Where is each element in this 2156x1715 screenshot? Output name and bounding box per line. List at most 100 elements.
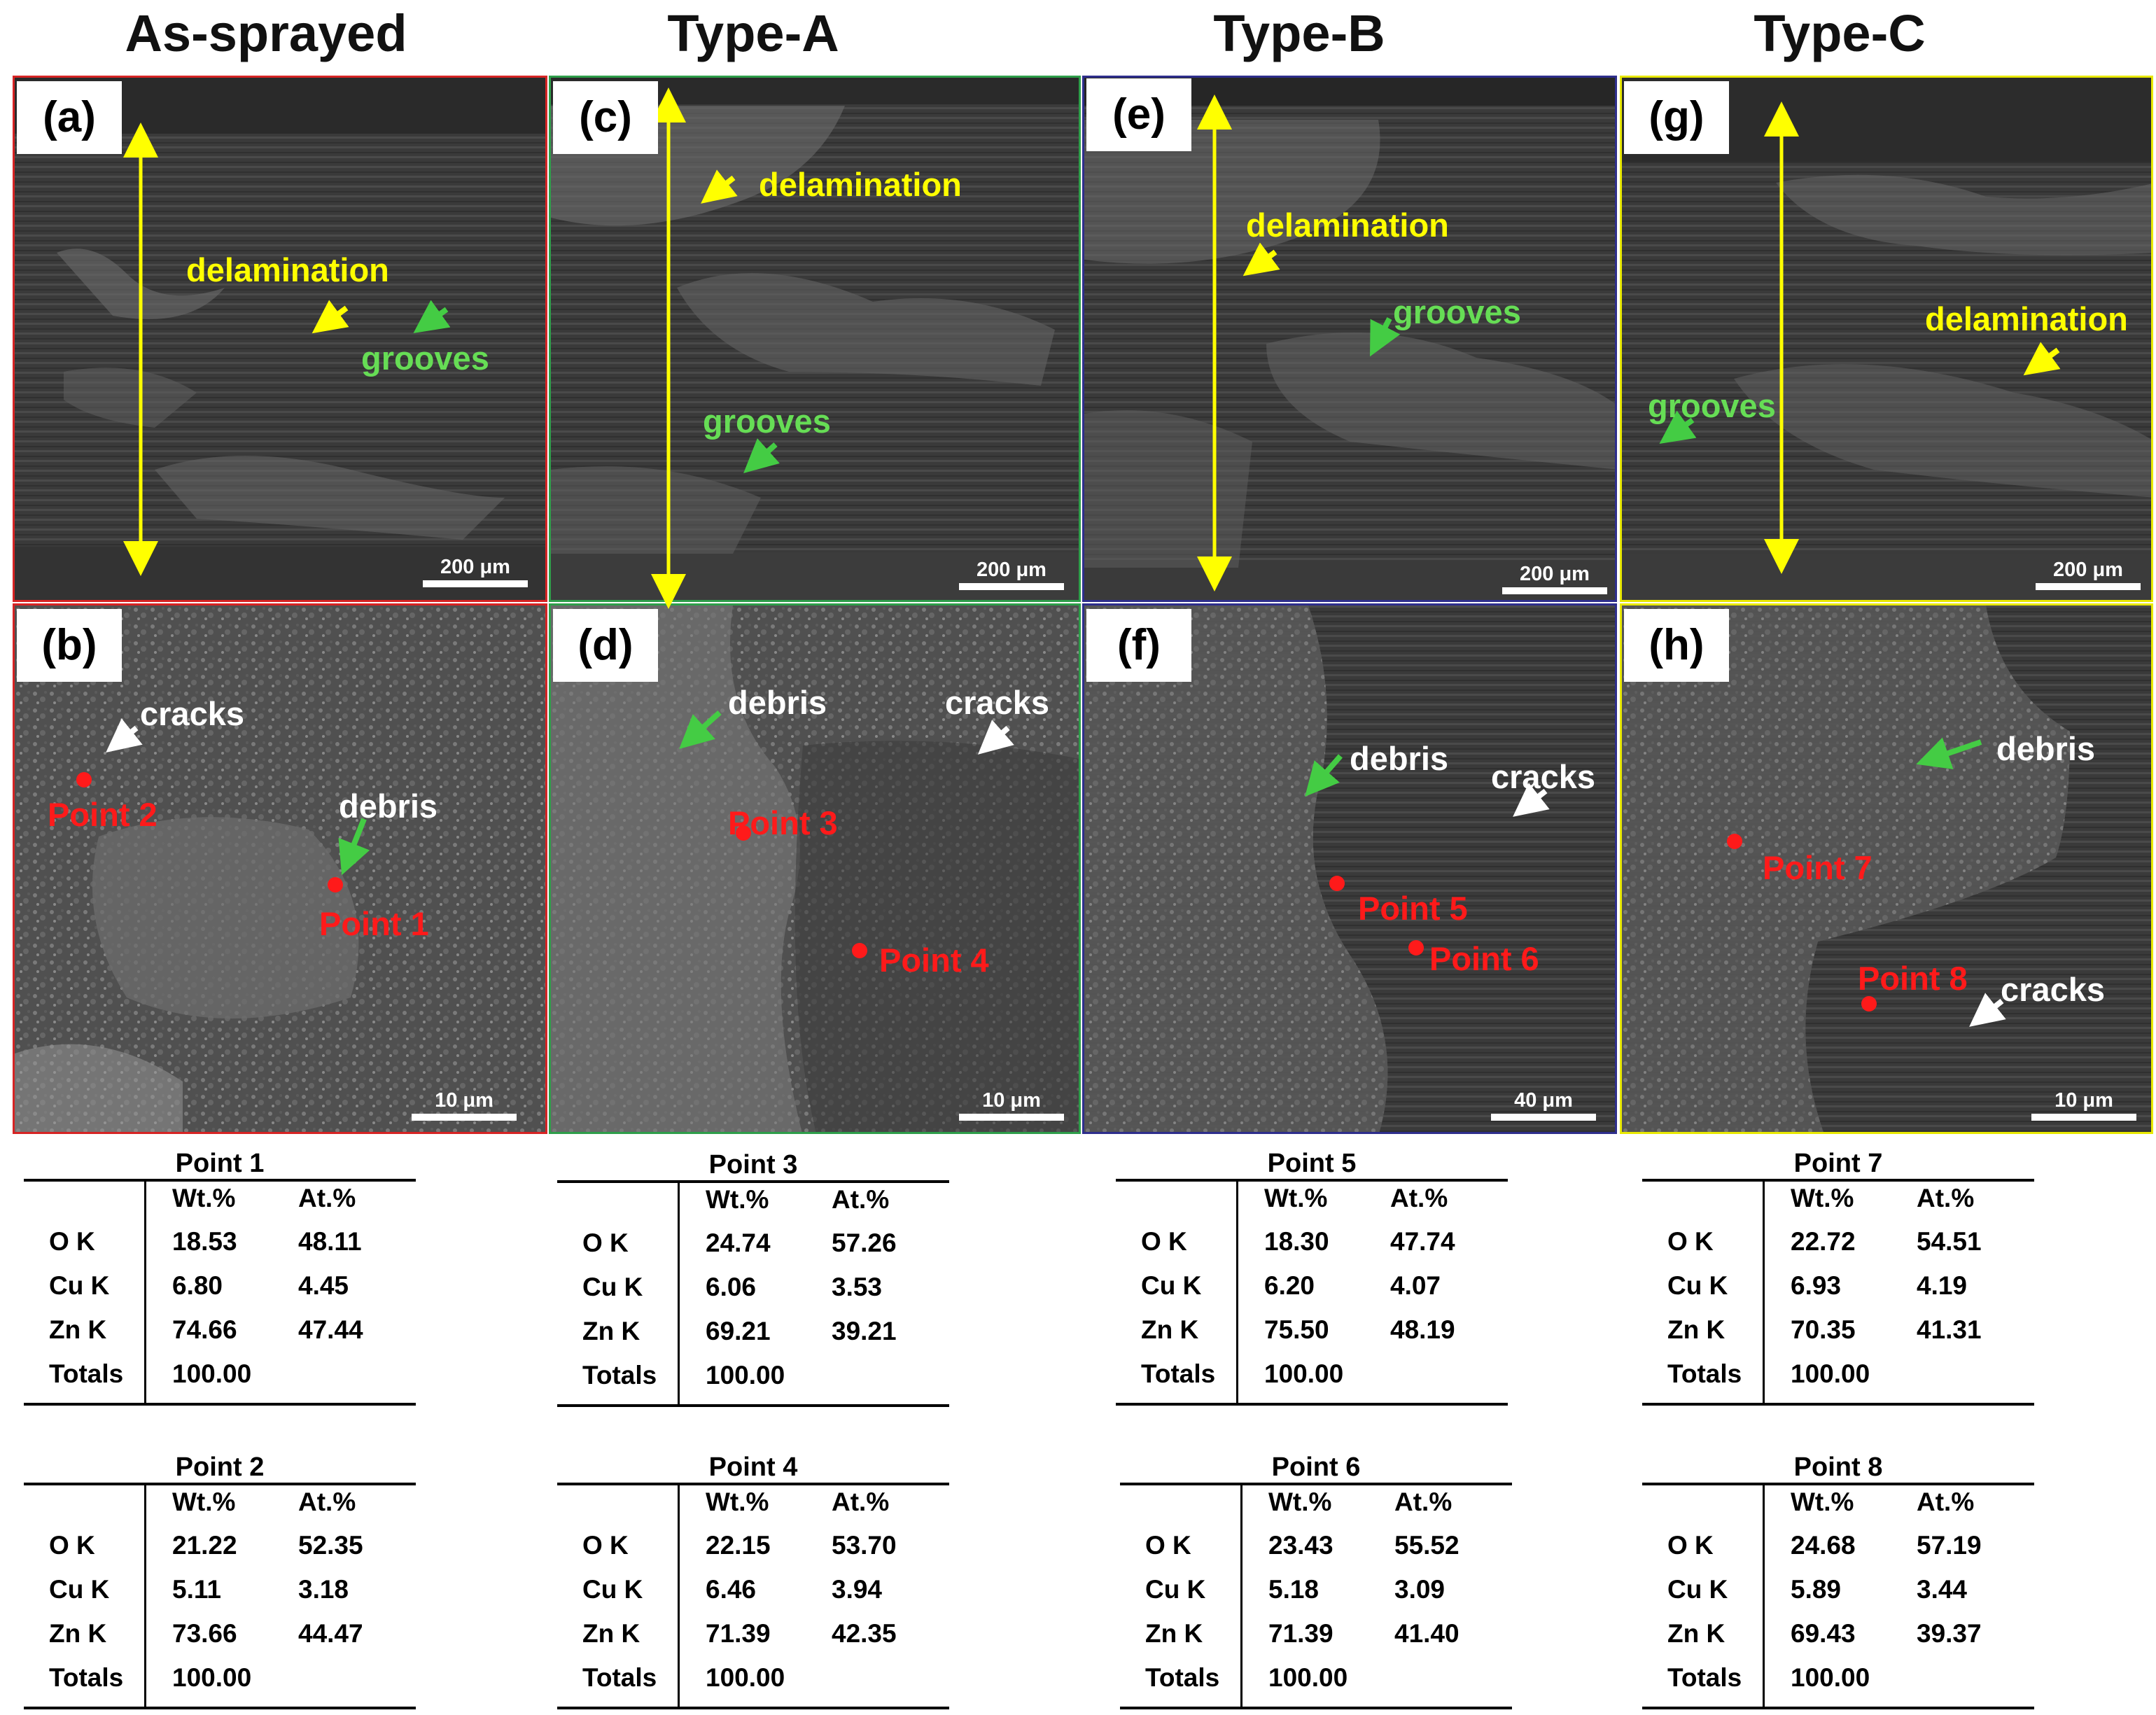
annotation-grooves: grooves [1648,387,1776,424]
at-percent-value: 39.37 [1917,1619,1982,1648]
table-bottom-rule [1116,1403,1508,1406]
scale-bar-label: 200 μm [2053,559,2123,581]
element-label: Zn K [1145,1619,1203,1648]
table-top-rule [1642,1483,2034,1485]
at-percent-value: 54.51 [1917,1227,1982,1256]
at-percent-value: 41.31 [1917,1315,1982,1344]
element-label: Zn K [1667,1619,1726,1648]
column-header-at: At.% [832,1185,890,1214]
element-label: Cu K [582,1575,643,1604]
analysis-point-1-marker [328,877,343,892]
scale-bar-label: 10 μm [982,1089,1041,1112]
column-header-at: At.% [1917,1488,1975,1516]
annotation-delamination: delamination [186,251,389,288]
cracks-arrow [106,718,143,752]
cracks-arrow [977,720,1014,755]
debris-arrow [338,818,370,876]
wt-percent-value: 100.00 [1264,1359,1344,1388]
column-header-wt: Wt.% [172,1488,236,1516]
wt-percent-value: 75.50 [1264,1315,1329,1344]
wt-percent-value: 24.74 [706,1228,771,1257]
wt-percent-value: 71.39 [706,1619,771,1648]
at-percent-value: 55.52 [1394,1531,1460,1560]
sem-image-magnified [15,606,545,1132]
at-percent-value: 47.74 [1390,1227,1455,1256]
element-label: O K [582,1228,629,1257]
at-percent-value: 4.19 [1917,1271,1968,1300]
wt-percent-value: 100.00 [706,1361,785,1390]
table-column-divider [678,1183,680,1404]
wt-percent-value: 22.72 [1791,1227,1856,1256]
panel-label-d: (d) [553,609,658,682]
wt-percent-value: 23.43 [1268,1531,1334,1560]
scale-bar-line [1491,1114,1596,1121]
debris-arrow [1305,754,1343,797]
column-header-wt: Wt.% [172,1184,236,1212]
grooves-arrow [413,300,451,333]
table-column-divider [1763,1182,1765,1403]
column-header-wt: Wt.% [1791,1488,1854,1516]
scale-bar-label: 10 μm [2054,1089,2113,1112]
scale-bar-a: 200 μm [423,556,528,587]
annotation-point-4: Point 4 [879,941,989,979]
sem-image-magnified [1084,606,1615,1132]
analysis-point-2-marker [76,772,92,788]
element-label: Totals [1667,1359,1742,1388]
table-top-rule [557,1483,949,1485]
delamination-arrow [1242,242,1280,276]
table-column-divider [144,1182,146,1403]
annotation-point-2: Point 2 [48,796,158,833]
eds-table-point-8: Point 8 Wt.% At.% O K 24.68 57.19 Cu K 5.89 3.44… [1642,1452,2034,1711]
at-percent-value: 3.94 [832,1575,883,1604]
column-title-type-a: Type-A [667,4,839,62]
column-header-wt: Wt.% [706,1185,769,1214]
column-header-at: At.% [1394,1488,1452,1516]
annotation-debris: debris [728,684,827,721]
scale-bar-line [1502,587,1607,594]
analysis-point-7-marker [1727,834,1742,849]
table-top-rule [1120,1483,1512,1485]
scale-bar-label: 200 μm [1520,563,1590,585]
panel-label-e: (e) [1086,78,1191,151]
element-label: Totals [582,1663,657,1692]
element-label: Cu K [49,1575,110,1604]
wt-percent-value: 100.00 [1268,1663,1348,1692]
annotation-delamination: delamination [1246,206,1449,244]
eds-table-point-6: Point 6 Wt.% At.% O K 23.43 55.52 Cu K 5.18 3.09… [1120,1452,1512,1711]
element-label: O K [1667,1227,1714,1256]
wt-percent-value: 6.20 [1264,1271,1315,1300]
panel-label-b: (b) [17,609,122,682]
table-top-rule [1116,1179,1508,1182]
cracks-arrow [1969,993,2006,1027]
wt-percent-value: 22.15 [706,1531,771,1560]
at-percent-value: 52.35 [298,1531,363,1560]
annotation-grooves: grooves [703,402,831,440]
element-label: Cu K [1145,1575,1206,1604]
analysis-point-8-marker [1861,996,1877,1011]
wt-percent-value: 100.00 [172,1359,252,1388]
at-percent-value: 48.11 [298,1227,362,1256]
wt-percent-value: 18.30 [1264,1227,1329,1256]
annotation-point-6: Point 6 [1429,940,1539,977]
column-title-type-b: Type-B [1213,4,1385,62]
panel-label-f: (f) [1086,609,1191,682]
column-header-wt: Wt.% [1264,1184,1328,1212]
at-percent-value: 3.18 [298,1575,349,1604]
annotation-delamination: delamination [1925,300,2128,337]
wt-percent-value: 69.43 [1791,1619,1856,1648]
table-bottom-rule [1642,1403,2034,1406]
wt-percent-value: 24.68 [1791,1531,1856,1560]
analysis-point-4-marker [852,943,867,958]
element-label: Zn K [582,1619,640,1648]
grooves-arrow [1370,317,1401,357]
element-label: Totals [49,1359,124,1388]
grooves-arrow [743,438,780,473]
panel-label-h: (h) [1624,609,1729,682]
eds-table-point-7: Point 7 Wt.% At.% O K 22.72 54.51 Cu K 6.93 4.19… [1642,1148,2034,1407]
element-label: Zn K [582,1317,640,1345]
sem-panel-e [1082,76,1617,602]
scale-bar-g: 200 μm [2036,559,2141,590]
annotation-cracks: cracks [140,695,244,732]
element-label: Totals [582,1361,657,1390]
